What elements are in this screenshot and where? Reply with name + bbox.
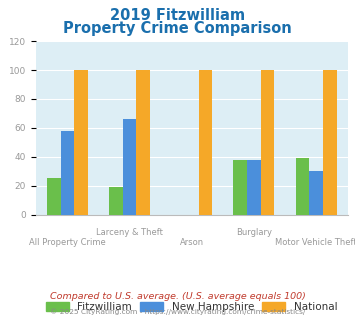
Bar xyxy=(47,179,60,214)
Bar xyxy=(136,70,150,214)
Bar xyxy=(309,171,323,214)
Bar xyxy=(60,131,74,214)
Text: Compared to U.S. average. (U.S. average equals 100): Compared to U.S. average. (U.S. average … xyxy=(50,292,305,301)
Bar xyxy=(109,187,123,214)
Text: Arson: Arson xyxy=(180,238,204,247)
Text: Burglary: Burglary xyxy=(236,228,272,237)
Text: All Property Crime: All Property Crime xyxy=(29,238,106,247)
Bar xyxy=(296,158,309,214)
Text: 2019 Fitzwilliam: 2019 Fitzwilliam xyxy=(110,8,245,23)
Bar xyxy=(233,160,247,214)
Text: Larceny & Theft: Larceny & Theft xyxy=(96,228,163,237)
Bar xyxy=(123,119,136,214)
Bar xyxy=(261,70,274,214)
Text: © 2025 CityRating.com - https://www.cityrating.com/crime-statistics/: © 2025 CityRating.com - https://www.city… xyxy=(50,309,305,315)
Bar xyxy=(247,160,261,214)
Legend: Fitzwilliam, New Hampshire, National: Fitzwilliam, New Hampshire, National xyxy=(42,298,342,316)
Bar xyxy=(323,70,337,214)
Bar xyxy=(198,70,212,214)
Bar xyxy=(74,70,88,214)
Text: Motor Vehicle Theft: Motor Vehicle Theft xyxy=(275,238,355,247)
Text: Property Crime Comparison: Property Crime Comparison xyxy=(63,21,292,36)
